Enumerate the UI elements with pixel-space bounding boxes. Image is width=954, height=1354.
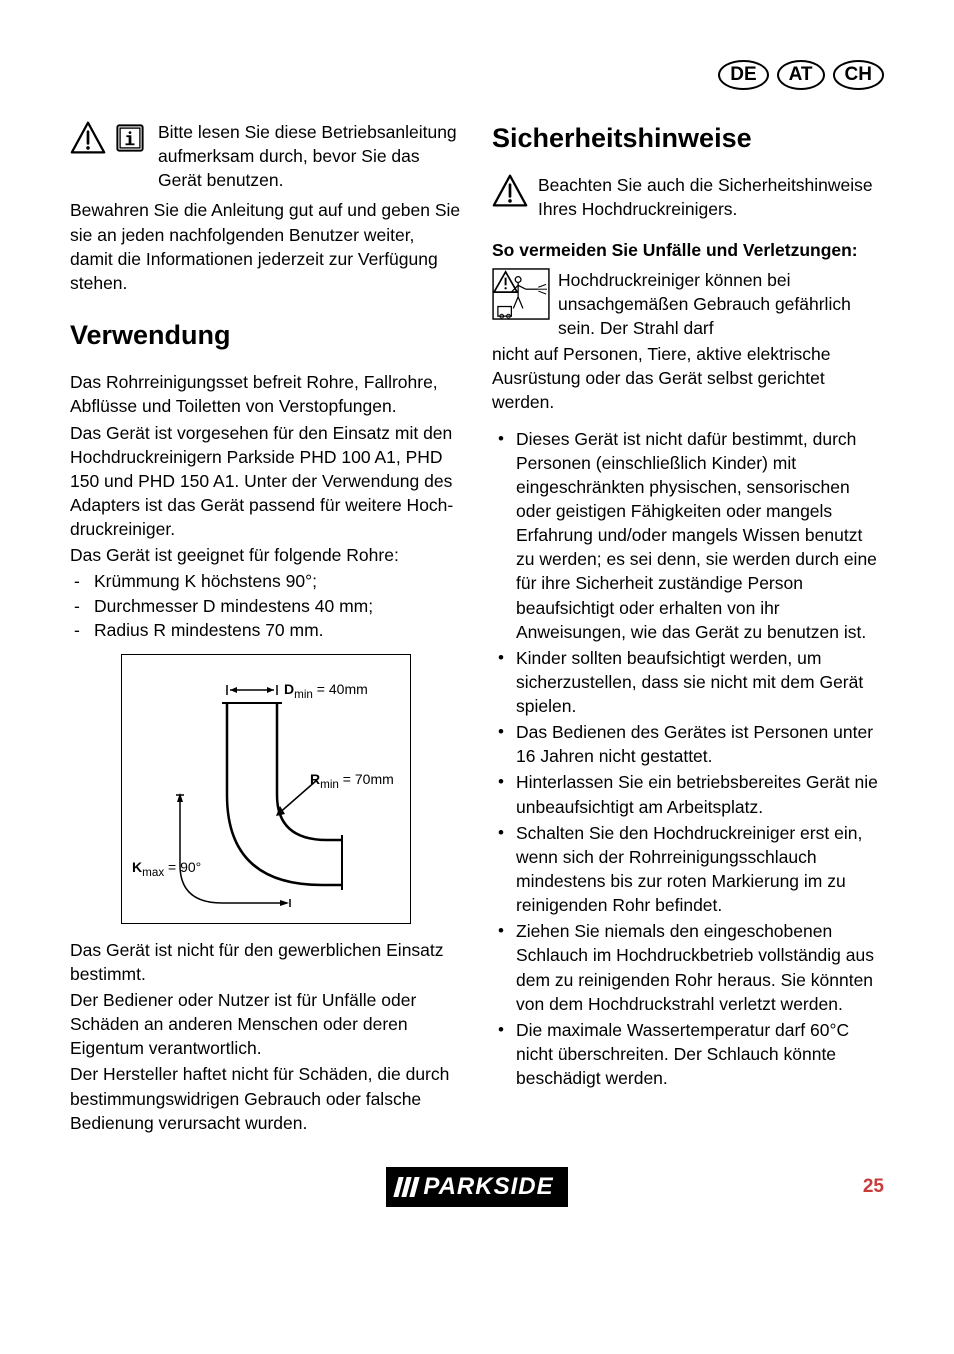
verwendung-p3: Das Gerät ist geeignet für folgende Rohr… xyxy=(70,543,462,567)
footer: PARKSIDE 25 xyxy=(70,1167,884,1207)
verwendung-p4: Das Gerät ist nicht für den gewerblichen… xyxy=(70,938,462,986)
country-badges: DE AT CH xyxy=(70,60,884,90)
warning-icon xyxy=(70,120,106,156)
parkside-logo: PARKSIDE xyxy=(386,1167,567,1207)
r-label: Rmin = 70mm xyxy=(310,770,394,793)
safety-bullet: Hinterlassen Sie ein betriebsbereites Ge… xyxy=(492,770,884,818)
spray-text-2: nicht auf Personen, Tiere, aktive elek­t… xyxy=(492,342,884,414)
heading-verwendung: Verwendung xyxy=(70,317,462,354)
spec-item: Durchmesser D mindestens 40 mm; xyxy=(70,594,462,618)
verwendung-p5: Der Bediener oder Nutzer ist für Unfälle… xyxy=(70,988,462,1060)
warning-icon xyxy=(492,173,528,209)
safety-bullet: Schalten Sie den Hochdruckreiniger erst … xyxy=(492,821,884,918)
safety-bullet: Das Bedienen des Gerätes ist Perso­nen u… xyxy=(492,720,884,768)
country-badge-de: DE xyxy=(718,60,768,90)
safety-bullets: Dieses Gerät ist nicht dafür bestimmt, d… xyxy=(492,427,884,1091)
safety-bullet: Ziehen Sie niemals den eingescho­benen S… xyxy=(492,919,884,1016)
country-badge-at: AT xyxy=(777,60,825,90)
spray-warning-icon xyxy=(492,268,550,320)
pipe-diagram: Dmin = 40mm Rmin = 70mm Kmax = 90° xyxy=(121,654,411,924)
spray-text-1: Hochdruckreiniger können bei unsachgemäß… xyxy=(558,268,884,340)
k-label: Kmax = 90° xyxy=(132,858,201,881)
intro-text-2: Bewahren Sie die Anleitung gut auf und g… xyxy=(70,198,462,295)
spec-item: Radius R mindestens 70 mm. xyxy=(70,618,462,642)
safety-bullet: Die maximale Wassertemperatur darf 60°C … xyxy=(492,1018,884,1090)
manual-icon xyxy=(112,120,148,156)
brand-text: PARKSIDE xyxy=(423,1173,553,1201)
safety-bullet: Dieses Gerät ist nicht dafür bestimmt, d… xyxy=(492,427,884,644)
country-badge-ch: CH xyxy=(833,60,884,90)
d-label: Dmin = 40mm xyxy=(284,680,368,703)
verwendung-p2: Das Gerät ist vorgesehen für den Einsatz… xyxy=(70,421,462,542)
spec-list: Krümmung K höchstens 90°; Durchmesser D … xyxy=(70,569,462,641)
right-column: Sicherheitshinweise Beachten Sie auch di… xyxy=(492,120,884,1137)
safety-subheading: So vermeiden Sie Unfälle und Verlet­zung… xyxy=(492,238,884,262)
spec-item: Krümmung K höchstens 90°; xyxy=(70,569,462,593)
verwendung-p1: Das Rohrreinigungsset befreit Rohre, Fal… xyxy=(70,370,462,418)
left-column: Bitte lesen Sie diese Be­triebsanleitung… xyxy=(70,120,462,1137)
intro-text-1: Bitte lesen Sie diese Be­triebsanleitung… xyxy=(158,120,462,192)
verwendung-p6: Der Hersteller haftet nicht für Schäden,… xyxy=(70,1062,462,1134)
safety-bullet: Kinder sollten beaufsichtigt werden, um … xyxy=(492,646,884,718)
safety-note: Beachten Sie auch die Sicherheits­hinwei… xyxy=(538,173,884,221)
page-number: 25 xyxy=(863,1176,884,1198)
heading-sicherheit: Sicherheitshinweise xyxy=(492,120,884,157)
